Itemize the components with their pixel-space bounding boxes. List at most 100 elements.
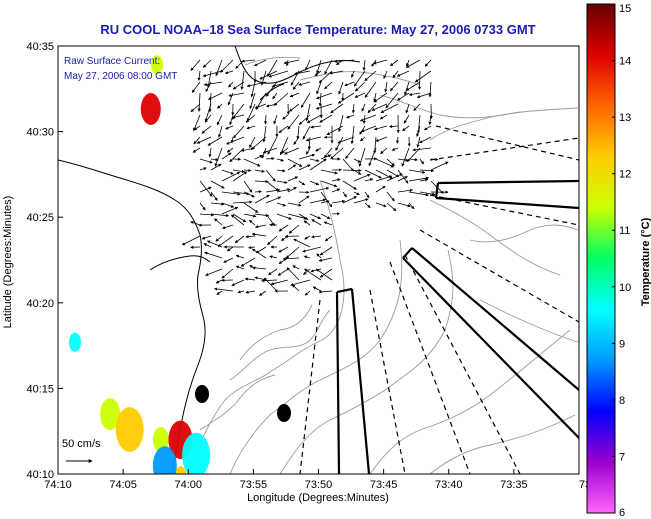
- current-vector: [281, 147, 289, 154]
- current-vector: [220, 59, 234, 73]
- current-vector: [316, 253, 322, 259]
- current-vector: [248, 245, 256, 250]
- current-vector: [375, 158, 395, 168]
- current-vector: [254, 179, 269, 184]
- current-vector: [289, 103, 300, 112]
- current-vector: [388, 124, 399, 129]
- current-vector: [287, 158, 303, 167]
- current-vector: [389, 59, 399, 67]
- current-vector: [385, 92, 399, 109]
- current-vector: [408, 158, 418, 162]
- current-vector: [241, 59, 256, 63]
- plot-area: Raw Surface Current: May 27, 2006 08:00 …: [58, 46, 579, 474]
- current-vector: [319, 114, 333, 123]
- contour-line-9: [429, 199, 561, 276]
- current-vector: [395, 136, 400, 144]
- current-vector: [320, 180, 338, 188]
- radar-boxes: [335, 179, 579, 474]
- current-vector: [273, 114, 278, 125]
- current-vector: [269, 255, 278, 259]
- current-vector: [254, 190, 262, 194]
- x-tick-label: 73:40: [435, 479, 463, 491]
- contour-line-4: [369, 329, 571, 474]
- current-vector: [383, 70, 388, 79]
- current-vector: [303, 255, 311, 259]
- current-vector: [243, 180, 253, 193]
- current-vector: [386, 191, 395, 202]
- current-vector: [196, 136, 212, 144]
- current-vector: [199, 158, 213, 164]
- current-vector: [337, 136, 355, 144]
- current-vector: [397, 158, 409, 162]
- colorbar-tick-label: 6: [619, 507, 625, 519]
- current-vector: [287, 186, 297, 193]
- current-vector: [362, 59, 366, 71]
- current-label-1: Raw Surface Current:: [64, 56, 160, 67]
- current-vector: [379, 114, 388, 120]
- current-vector: [319, 268, 333, 278]
- current-vector: [252, 266, 267, 270]
- current-vector: [276, 169, 286, 173]
- current-vector: [402, 125, 410, 132]
- current-vector: [265, 169, 276, 182]
- current-vector: [190, 103, 201, 112]
- current-vector: [221, 224, 234, 230]
- current-vector: [232, 200, 253, 204]
- current-vector: [197, 70, 201, 81]
- current-vector: [309, 198, 327, 204]
- y-tick-label: 40:30: [26, 127, 54, 139]
- current-vector: [276, 180, 288, 184]
- current-vector: [270, 279, 289, 286]
- current-vector: [360, 125, 377, 133]
- current-vector: [309, 180, 320, 186]
- current-vector: [351, 70, 355, 78]
- current-vector: [282, 114, 289, 120]
- current-vector: [353, 198, 369, 204]
- current-vector: [243, 213, 257, 218]
- colorbar-ticks: 15 14 13 12 11 10 9 8 7 6: [612, 3, 631, 519]
- x-tick-label: 74:05: [109, 479, 137, 491]
- current-vector: [401, 147, 410, 167]
- current-vector: [213, 287, 234, 292]
- current-vector: [318, 290, 333, 294]
- current-vector: [255, 246, 267, 254]
- current-vector: [296, 125, 300, 140]
- coastline-nj: [58, 159, 206, 474]
- current-vector: [428, 114, 432, 126]
- current-vector: [329, 70, 344, 75]
- contour-line-13: [379, 94, 521, 119]
- current-vector: [298, 195, 310, 204]
- current-vector: [246, 81, 267, 88]
- box-south: [335, 287, 371, 474]
- current-vector: [416, 136, 421, 148]
- current-vector: [353, 191, 360, 196]
- current-vector: [373, 92, 388, 103]
- current-vector: [331, 188, 341, 193]
- current-vector: [273, 92, 289, 106]
- current-vector: [202, 70, 223, 78]
- current-vector: [391, 147, 399, 151]
- current-vector: [210, 157, 219, 162]
- current-vector: [430, 161, 449, 171]
- current-vector: [267, 235, 278, 246]
- current-vector: [419, 169, 435, 173]
- current-vector: [324, 235, 333, 242]
- current-vector: [290, 279, 311, 287]
- current-vector: [243, 191, 255, 198]
- coastline-bay: [259, 83, 285, 101]
- current-vector: [353, 158, 361, 163]
- current-vector: [286, 267, 300, 281]
- current-vector: [199, 180, 213, 197]
- current-vector: [330, 147, 344, 160]
- current-vector: [234, 235, 245, 244]
- current-vector: [412, 147, 432, 152]
- colorbar-tick-label: 15: [619, 3, 631, 15]
- colorbar-tick-label: 8: [619, 395, 625, 407]
- current-vector: [276, 213, 292, 220]
- current-vector: [199, 167, 207, 171]
- current-vector: [375, 175, 393, 182]
- current-vector: [284, 147, 300, 155]
- current-vector: [384, 81, 388, 93]
- colorbar-tick-label: 13: [619, 112, 631, 124]
- current-vector: [423, 125, 432, 131]
